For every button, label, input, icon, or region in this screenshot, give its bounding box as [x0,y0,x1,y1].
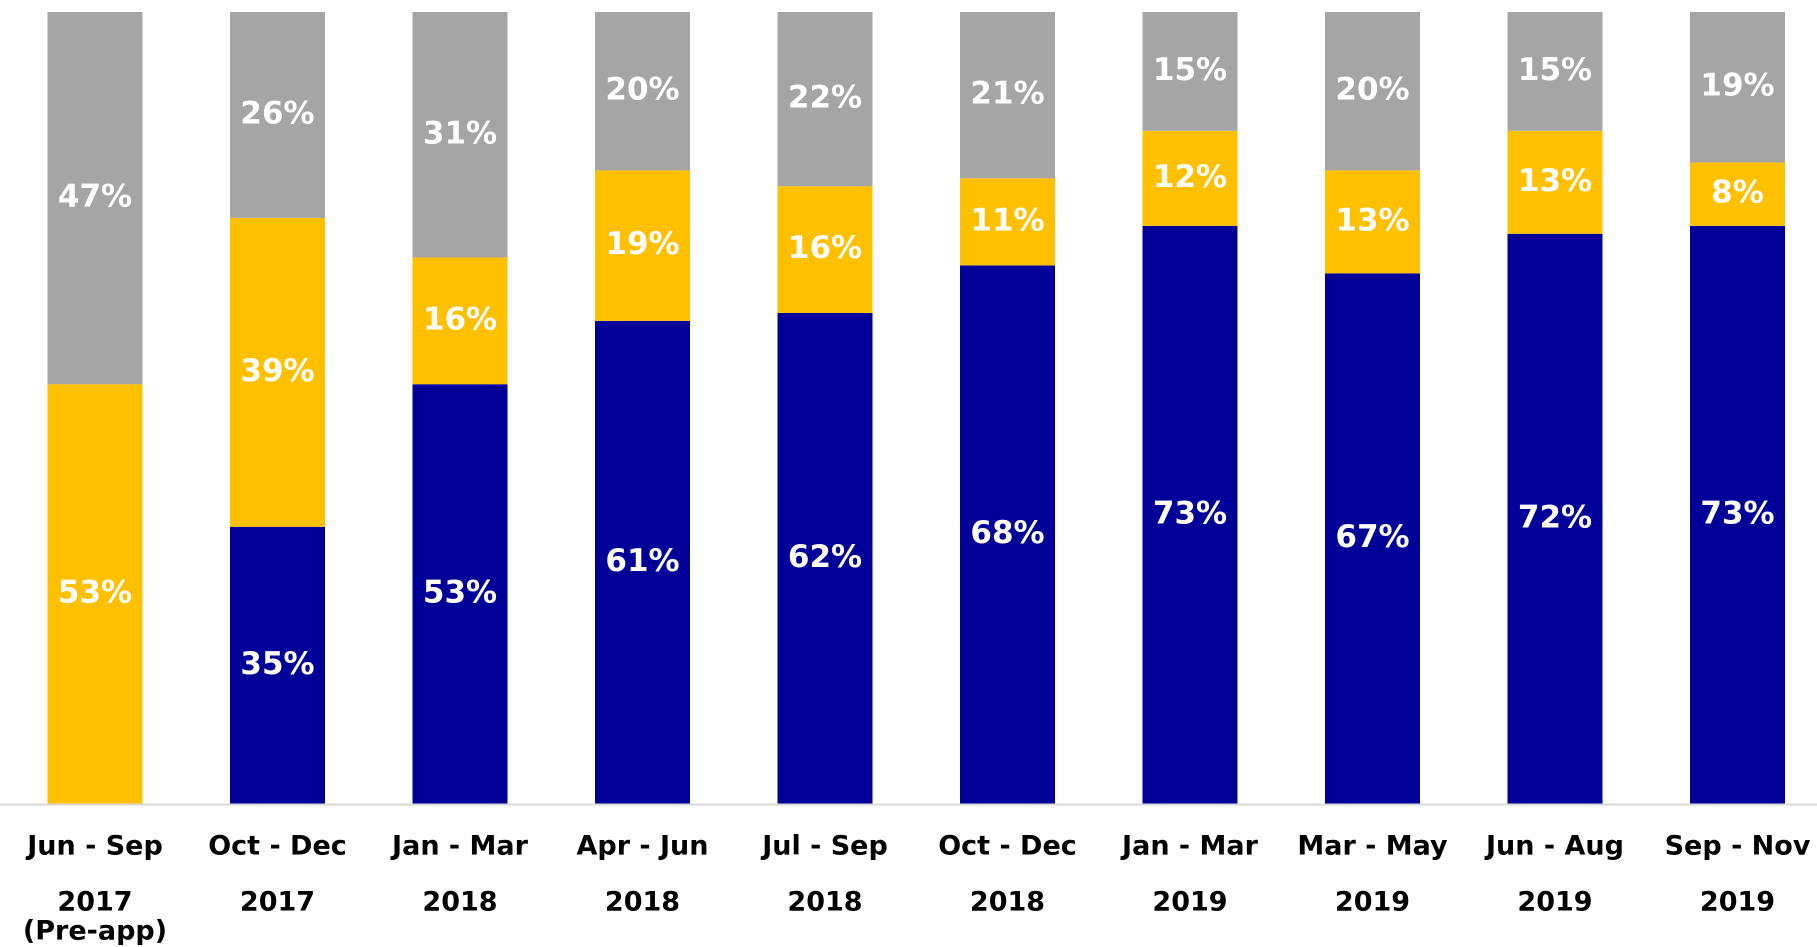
data-label: 15% [1518,52,1592,88]
x-tick-label: (Pre-app) [23,916,167,947]
data-label: 11% [970,202,1044,238]
bar-segment [595,320,690,804]
bar-segment [1325,273,1420,804]
x-tick-label: Jul - Sep [760,831,888,862]
x-tick-label: Mar - May [1297,831,1448,862]
bar-segment [47,12,143,385]
bar-segment [777,186,873,313]
data-label: 39% [240,353,314,389]
data-label: 8% [1711,175,1764,211]
x-tick-label: 2018 [970,887,1045,918]
x-tick-label: 2017 [240,887,315,918]
bar-segment [960,265,1055,804]
data-label: 72% [1518,499,1592,535]
x-tick-label: Jun - Sep [25,831,163,862]
bar-segment [960,12,1055,179]
data-label: 35% [240,646,314,682]
data-label: 21% [970,76,1044,112]
bar-segment [230,217,325,527]
x-tick-label: 2018 [422,887,497,918]
x-tick-label: 2018 [605,887,680,918]
data-label: 62% [788,539,862,575]
data-label: 73% [1153,495,1227,531]
data-label: 13% [1335,202,1409,238]
bar-segment [1142,130,1238,226]
bar-segment [412,12,508,258]
data-label: 20% [1335,72,1409,108]
bar-segment [230,12,325,218]
x-tick-label: Jun - Aug [1484,831,1624,862]
data-label: 16% [423,301,497,337]
data-label: 19% [605,226,679,262]
bar-segment [1507,233,1603,804]
x-tick-label: Oct - Dec [938,831,1077,862]
bar-segment [412,257,508,385]
data-label: 12% [1153,159,1227,195]
bar-segment [595,170,690,321]
bar-segment [1507,130,1603,234]
data-label: 15% [1153,52,1227,88]
x-tick-label: 2019 [1152,887,1227,918]
bar-segment [47,384,143,804]
bar-segment [777,312,873,804]
x-tick-label: 2019 [1335,887,1410,918]
x-tick-label: Apr - Jun [576,831,708,862]
data-label: 47% [58,179,132,215]
bar-segment [1690,162,1785,226]
data-label: 73% [1700,495,1774,531]
bar-segment [1507,12,1603,131]
data-label: 61% [605,543,679,579]
data-label: 19% [1700,68,1774,104]
bar-segment [230,526,325,804]
bar-segment [595,12,690,171]
data-label: 16% [788,230,862,266]
bar-segment [1325,170,1420,274]
bar-segment [1690,12,1785,163]
x-tick-label: 2018 [787,887,862,918]
bar-segment [960,178,1055,266]
data-label: 31% [423,115,497,151]
x-tick-label: 2019 [1700,887,1775,918]
data-label: 26% [240,95,314,131]
data-label: 68% [970,515,1044,551]
x-tick-label: 2019 [1517,887,1592,918]
data-label: 22% [788,80,862,116]
data-label: 20% [605,72,679,108]
data-label: 13% [1518,163,1592,199]
bar-segment [412,384,508,804]
bar-segment [1690,225,1785,805]
x-tick-label: 2017 [57,887,132,918]
bar-segment [1142,225,1238,805]
bar-segment [1325,12,1420,171]
data-label: 67% [1335,519,1409,555]
data-label: 53% [58,575,132,611]
x-tick-label: Jan - Mar [1120,831,1259,862]
x-tick-label: Sep - Nov [1665,831,1811,862]
data-label: 53% [423,575,497,611]
x-tick-label: Jan - Mar [390,831,529,862]
bar-segment [1142,12,1238,131]
bar-segment [777,12,873,187]
x-tick-label: Oct - Dec [208,831,347,862]
